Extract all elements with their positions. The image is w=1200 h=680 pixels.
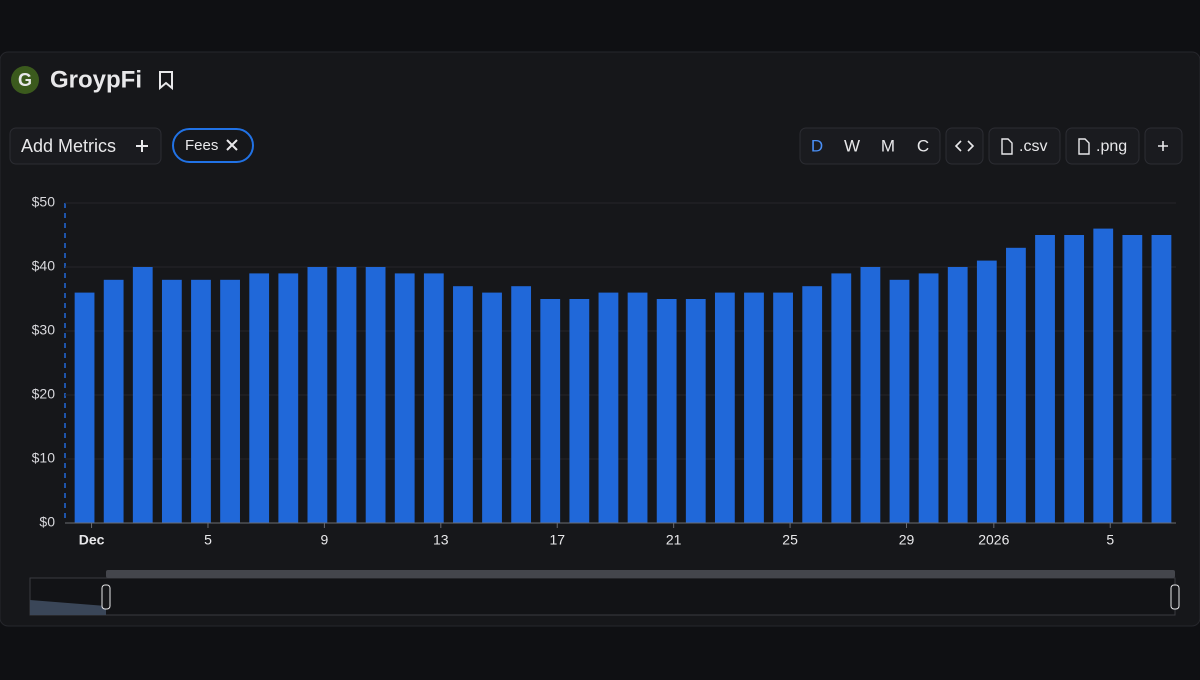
bar xyxy=(161,279,182,523)
bookmark-icon[interactable] xyxy=(159,71,173,91)
bar xyxy=(1006,247,1026,524)
slider-handle[interactable] xyxy=(1170,584,1180,610)
bar xyxy=(74,292,95,523)
bar xyxy=(773,292,793,523)
x-tick-label: 21 xyxy=(666,532,682,548)
bar xyxy=(540,299,561,523)
bar xyxy=(482,292,502,523)
bar xyxy=(889,279,910,523)
logo-letter: G xyxy=(18,70,32,90)
file-icon xyxy=(1078,138,1090,155)
y-tick-label: $20 xyxy=(32,386,56,402)
bar xyxy=(976,260,997,523)
interval-button[interactable]: C xyxy=(917,136,929,155)
bar xyxy=(249,273,270,523)
interval-button[interactable]: W xyxy=(844,136,860,155)
x-tick-label: 2026 xyxy=(978,532,1009,548)
bar xyxy=(132,267,153,523)
plus-icon xyxy=(136,140,148,152)
interval-button[interactable]: D xyxy=(811,136,823,155)
interval-group xyxy=(799,127,941,165)
embed-button[interactable] xyxy=(945,127,984,165)
interval-button[interactable]: M xyxy=(881,136,895,155)
y-tick-label: $40 xyxy=(32,258,56,274)
bar xyxy=(627,292,648,523)
bar xyxy=(1064,235,1085,523)
x-tick-label: Dec xyxy=(79,532,105,548)
bar xyxy=(1035,235,1055,523)
x-tick-label: 25 xyxy=(782,532,798,548)
csv-label: .csv xyxy=(1019,138,1047,155)
bar xyxy=(1151,235,1172,523)
bar xyxy=(511,286,532,523)
bar xyxy=(947,267,968,523)
bar xyxy=(918,273,939,523)
bar xyxy=(685,299,706,523)
y-tick-label: $10 xyxy=(32,450,56,466)
bar xyxy=(860,267,881,523)
csv-button[interactable] xyxy=(988,127,1061,165)
bar xyxy=(1093,228,1114,523)
slider-handle-bar[interactable] xyxy=(106,570,1175,578)
remove-icon[interactable] xyxy=(226,139,238,151)
bar xyxy=(656,299,677,523)
slider-handle[interactable] xyxy=(101,584,111,610)
bar xyxy=(453,286,473,523)
bar xyxy=(569,299,590,523)
png-button[interactable] xyxy=(1065,127,1140,165)
project-title: GroypFi xyxy=(50,66,142,93)
x-tick-label: 5 xyxy=(204,532,212,548)
add-metrics-label: Add Metrics xyxy=(21,136,116,156)
bar xyxy=(423,273,444,523)
range-slider[interactable] xyxy=(29,577,1176,616)
chart: $0 $10 $20 $30 $40 $50 Dec 5 9 13 17 21 25 29 2026 5 xyxy=(32,194,1176,548)
bar xyxy=(365,267,386,523)
x-tick-label: 17 xyxy=(549,532,565,548)
bar xyxy=(220,279,240,523)
logo xyxy=(11,66,39,94)
bar xyxy=(831,273,852,523)
x-tick-label: 29 xyxy=(899,532,915,548)
bar xyxy=(278,273,299,523)
slider-preview xyxy=(30,600,106,615)
metric-label: Fees xyxy=(185,137,218,154)
code-icon xyxy=(954,140,975,152)
bar xyxy=(744,292,764,523)
y-tick-label: $50 xyxy=(32,194,56,210)
x-tick-label: 5 xyxy=(1106,532,1114,548)
png-label: .png xyxy=(1096,138,1127,155)
fees-pill[interactable] xyxy=(172,128,254,163)
plus-icon xyxy=(1158,141,1168,151)
y-tick-label: $30 xyxy=(32,322,56,338)
bar xyxy=(103,279,124,523)
y-tick-label: $0 xyxy=(39,514,55,530)
bar xyxy=(191,279,211,523)
x-tick-label: 9 xyxy=(320,532,328,548)
bar xyxy=(336,267,357,523)
bar xyxy=(307,267,328,523)
bar xyxy=(802,286,823,523)
add-metrics-button[interactable] xyxy=(9,127,162,165)
bar xyxy=(714,292,735,523)
bar xyxy=(598,292,619,523)
bar xyxy=(394,273,415,523)
x-tick-label: 13 xyxy=(433,532,449,548)
file-icon xyxy=(1001,138,1013,155)
bar xyxy=(1122,235,1143,523)
